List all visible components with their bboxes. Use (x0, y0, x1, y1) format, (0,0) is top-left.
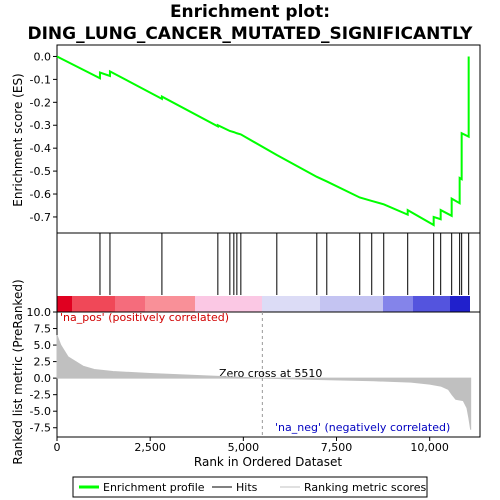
y-tick-label: -0.4 (30, 142, 51, 155)
x-axis-label: Rank in Ordered Dataset (194, 455, 342, 469)
rank-band (57, 296, 470, 312)
x-tick-label: 7,500 (321, 441, 353, 454)
y-tick-label: 0.0 (34, 372, 52, 385)
y-tick-label: -0.7 (30, 211, 51, 224)
y-tick-label: -0.5 (30, 165, 51, 178)
y-tick-label: 10.0 (27, 306, 52, 319)
y-axis-label: Enrichment score (ES) (11, 73, 25, 206)
y-tick-label: 7.5 (34, 323, 52, 336)
y-tick-label: -5.0 (30, 405, 51, 418)
chart-title: DING_LUNG_CANCER_MUTATED_SIGNIFICANTLY (28, 24, 474, 44)
pos-label: 'na_pos' (positively correlated) (60, 311, 229, 324)
enrichment-profile (56, 55, 470, 227)
y-tick-label: 0.0 (34, 50, 52, 63)
legend-entry: Hits (236, 481, 258, 494)
y-tick-label: 5.0 (34, 339, 52, 352)
x-tick-label: 10,000 (410, 441, 449, 454)
y-tick-label: -0.3 (30, 119, 51, 132)
y-tick-label: 2.5 (34, 356, 52, 369)
metric-area (56, 334, 472, 430)
y-tick-label: -2.5 (30, 389, 51, 402)
x-tick-label: 2,500 (134, 441, 166, 454)
y-tick-label: -7.5 (30, 422, 51, 435)
zero-cross-label: Zero cross at 5510 (219, 367, 322, 380)
chart-title: Enrichment plot: (170, 2, 330, 22)
legend-entry: Enrichment profile (103, 481, 205, 494)
x-tick-label: 5,000 (228, 441, 260, 454)
y-tick-label: -0.6 (30, 188, 51, 201)
legend-entry: Ranking metric scores (304, 481, 426, 494)
y-tick-label: -0.1 (30, 73, 51, 86)
neg-label: 'na_neg' (negatively correlated) (275, 421, 450, 434)
y-tick-label: -0.2 (30, 96, 51, 109)
x-tick-label: 0 (54, 441, 61, 454)
frame (56, 44, 481, 438)
legend (72, 476, 428, 498)
y-axis-label: Ranked list metric (PreRanked) (11, 279, 25, 464)
